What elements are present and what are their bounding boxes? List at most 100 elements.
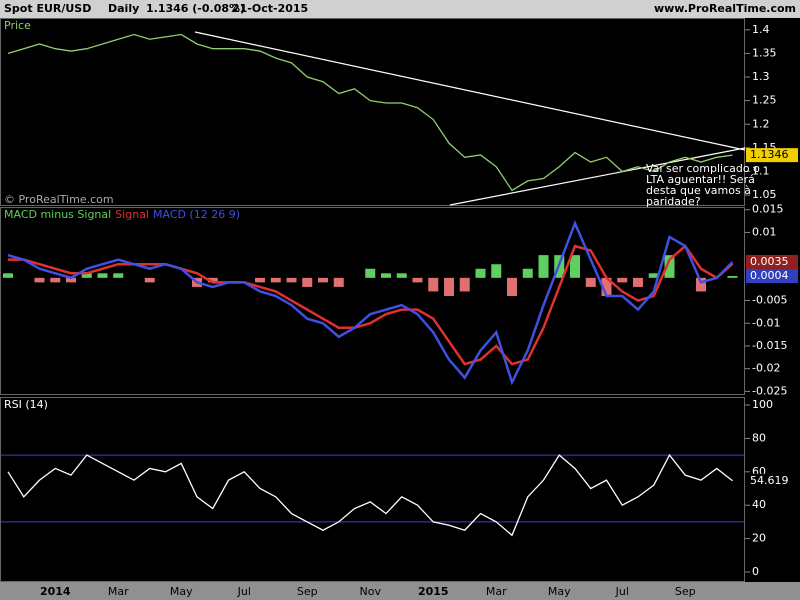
bar	[412, 277, 423, 283]
bar	[617, 277, 628, 283]
bar	[570, 255, 580, 278]
bar	[381, 273, 391, 278]
bar	[66, 277, 76, 283]
date: 21-Oct-2015	[232, 2, 308, 15]
bar	[522, 268, 533, 278]
bar	[396, 273, 407, 278]
bar	[318, 277, 328, 283]
bar	[50, 277, 61, 283]
legend-entry: Signal	[115, 208, 149, 221]
bar	[144, 277, 155, 283]
bar	[601, 277, 612, 297]
value-label: 54.619	[750, 474, 789, 487]
y-tick-label: 100	[752, 398, 773, 411]
legend-entry: RSI (14)	[4, 398, 48, 411]
bar	[459, 277, 470, 292]
value-box	[746, 148, 798, 163]
annotation: Vai ser complicado o	[646, 162, 760, 175]
x-tick-label: May	[548, 585, 571, 598]
watermark: © ProRealTime.com	[4, 193, 114, 206]
y-tick-label: 20	[752, 532, 766, 545]
y-tick-label: 1.35	[752, 46, 777, 59]
bar	[255, 277, 265, 283]
bar	[491, 264, 502, 278]
trend-line	[449, 147, 746, 206]
bar	[538, 255, 549, 278]
value-box	[746, 473, 798, 488]
bar	[302, 277, 313, 287]
bar	[333, 277, 344, 287]
value-label: 0.0035	[750, 255, 789, 268]
site: www.ProRealTime.com	[654, 2, 796, 15]
value-label: 0.0004	[750, 269, 789, 282]
x-tick-label: 2014	[40, 585, 71, 598]
bar	[286, 277, 297, 283]
y-tick-label: 40	[752, 498, 766, 511]
bar	[270, 277, 281, 283]
annotation: paridade?	[646, 195, 701, 208]
bar	[34, 277, 45, 283]
x-tick-label: Nov	[360, 585, 382, 598]
bar	[365, 268, 376, 278]
bar	[727, 276, 738, 278]
bar	[81, 273, 92, 278]
x-tick-label: 2015	[418, 585, 449, 598]
y-tick-label: 1.05	[752, 188, 777, 201]
bar	[648, 273, 659, 278]
series-line	[7, 33, 733, 192]
annotation: desta que vamos à	[646, 184, 751, 197]
bar	[585, 277, 596, 287]
y-tick-label: -0.02	[752, 362, 780, 375]
y-tick-label: -0.015	[752, 339, 787, 352]
bar	[664, 255, 675, 278]
x-tick-label: May	[170, 585, 193, 598]
y-tick-label: 1.25	[752, 94, 777, 107]
trend-line	[194, 31, 746, 151]
bar	[633, 277, 643, 287]
period: Daily	[108, 2, 139, 15]
y-tick-label: 1.2	[752, 117, 770, 130]
y-tick-label: 0	[752, 565, 759, 578]
value-label: 1.1346	[750, 148, 789, 161]
annotation: LTA aguentar!! Será	[646, 173, 755, 186]
macd-panel	[0, 207, 745, 395]
legend-entry: Price	[4, 19, 31, 32]
bar	[113, 273, 124, 278]
y-tick-label: 1.4	[752, 23, 770, 36]
y-tick-label: -0.025	[752, 384, 787, 397]
bar	[696, 277, 706, 292]
x-tick-label: Sep	[297, 585, 318, 598]
x-tick-label: Jul	[237, 585, 251, 598]
x-tick-label: Mar	[486, 585, 507, 598]
y-tick-label: -0.01	[752, 316, 780, 329]
y-tick-label: 80	[752, 431, 766, 444]
bar	[428, 277, 439, 292]
bar	[3, 273, 13, 278]
x-tick-label: Mar	[108, 585, 129, 598]
y-tick-label: -0.005	[752, 294, 787, 307]
series-line	[8, 244, 734, 366]
bar	[97, 273, 108, 278]
symbol: Spot EUR/USD	[4, 2, 91, 15]
bar	[207, 277, 218, 283]
x-tick-label: Sep	[675, 585, 696, 598]
y-tick-label: 1.3	[752, 70, 770, 83]
legend-entry: MACD minus Signal	[4, 208, 111, 221]
legend-entry: MACD (12 26 9)	[153, 208, 240, 221]
x-tick-label: Jul	[615, 585, 629, 598]
y-tick-label: 0.015	[752, 203, 784, 216]
bar	[444, 277, 454, 297]
y-tick-label: 0.01	[752, 225, 777, 238]
value-box	[746, 269, 798, 284]
price-panel	[0, 18, 745, 206]
bar	[475, 268, 486, 278]
quote: 1.1346 (-0.08%)	[146, 2, 245, 15]
x-axis-bar	[0, 582, 800, 600]
series-line	[7, 453, 733, 537]
series-line	[7, 220, 734, 386]
value-box	[746, 254, 798, 269]
header-bar	[0, 0, 800, 18]
bar	[507, 277, 517, 297]
